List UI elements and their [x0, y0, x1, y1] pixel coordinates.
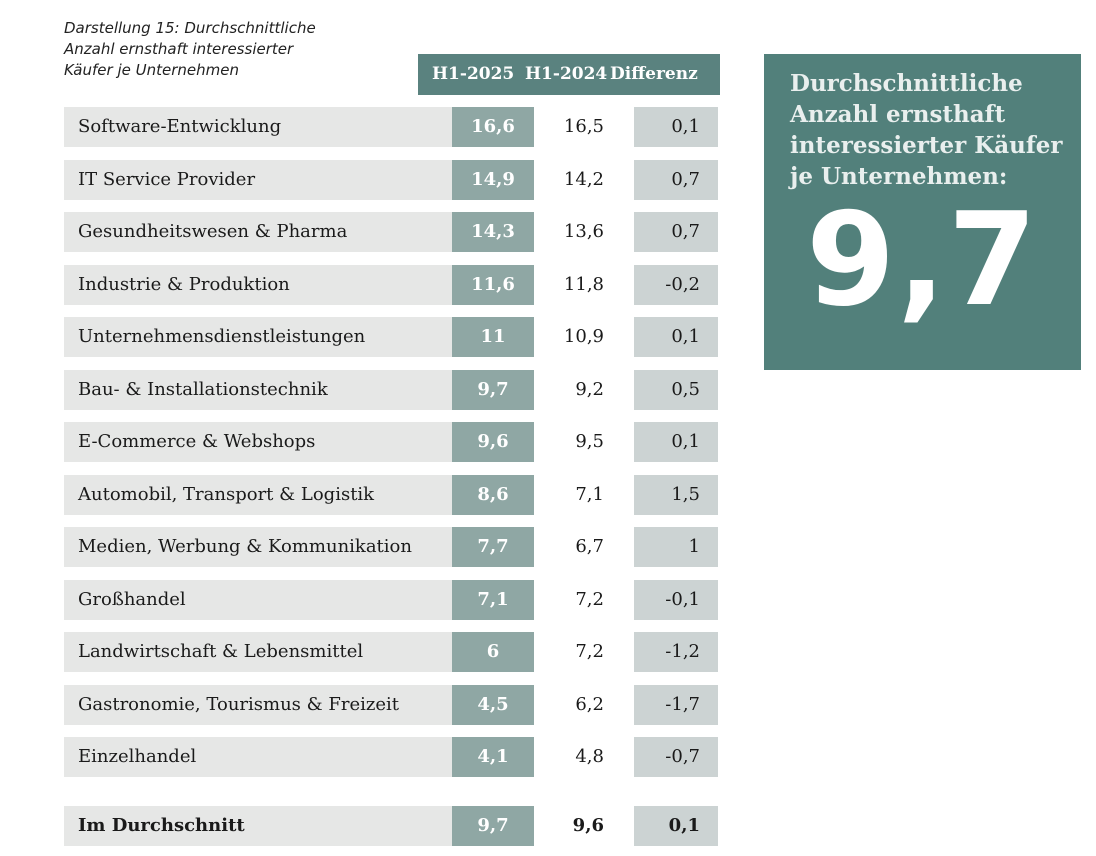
cell-h2024: 7,1: [534, 475, 630, 515]
cell-differenz: -1,2: [634, 632, 718, 672]
row-label: Gastronomie, Tourismus & Freizeit: [64, 685, 452, 725]
cell-h2024: 4,8: [534, 737, 630, 777]
cell-h2025: 4,1: [452, 737, 534, 777]
table-row: Unternehmensdienstleistungen 11 10,9 0,1: [64, 317, 718, 357]
cell-h2025: 11: [452, 317, 534, 357]
summary-text: Durchschnittliche Anzahl ernsthaft inter…: [790, 68, 1080, 192]
row-label: Bau- & Installationstechnik: [64, 370, 452, 410]
row-label: Einzelhandel: [64, 737, 452, 777]
cell-differenz: 0,5: [634, 370, 718, 410]
cell-differenz: 0,7: [634, 160, 718, 200]
table-row: Gesundheitswesen & Pharma 14,3 13,6 0,7: [64, 212, 718, 252]
caption-line: Käufer je Unternehmen: [64, 61, 239, 79]
row-label: Großhandel: [64, 580, 452, 620]
row-label: E-Commerce & Webshops: [64, 422, 452, 462]
row-label: Landwirtschaft & Lebensmittel: [64, 632, 452, 672]
table-row: Großhandel 7,1 7,2 -0,1: [64, 580, 718, 620]
cell-h2024: 6,2: [534, 685, 630, 725]
table-row: Medien, Werbung & Kommunikation 7,7 6,7 1: [64, 527, 718, 567]
header-differenz: Differenz: [610, 64, 698, 84]
table-row: IT Service Provider 14,9 14,2 0,7: [64, 160, 718, 200]
cell-differenz: 0,1: [634, 317, 718, 357]
table-row: Einzelhandel 4,1 4,8 -0,7: [64, 737, 718, 777]
row-label: Software-Entwicklung: [64, 107, 452, 147]
cell-h2024: 14,2: [534, 160, 630, 200]
cell-differenz: 0,1: [634, 107, 718, 147]
table-row: Automobil, Transport & Logistik 8,6 7,1 1,5: [64, 475, 718, 515]
table-row: E-Commerce & Webshops 9,6 9,5 0,1: [64, 422, 718, 462]
caption-line: Darstellung 15: Durchschnittliche: [64, 19, 316, 37]
cell-differenz: 1,5: [634, 475, 718, 515]
header-h2025: H1-2025: [432, 64, 515, 84]
cell-h2025: 14,3: [452, 212, 534, 252]
cell-h2025: 14,9: [452, 160, 534, 200]
cell-h2024: 6,7: [534, 527, 630, 567]
summary-text-line: Durchschnittliche: [790, 70, 1023, 97]
row-label: Automobil, Transport & Logistik: [64, 475, 452, 515]
cell-differenz: 1: [634, 527, 718, 567]
cell-h2024: 16,5: [534, 107, 630, 147]
table-row: Landwirtschaft & Lebensmittel 6 7,2 -1,2: [64, 632, 718, 672]
cell-h2024: 10,9: [534, 317, 630, 357]
cell-h2024: 11,8: [534, 265, 630, 305]
cell-differenz: -0,2: [634, 265, 718, 305]
cell-h2024: 7,2: [534, 580, 630, 620]
summary-text-line: Anzahl ernsthaft: [790, 101, 1006, 128]
summary-text-line: interessierter Käufer: [790, 132, 1063, 159]
summary-box: Durchschnittliche Anzahl ernsthaft inter…: [764, 54, 1081, 370]
cell-h2025: 9,7: [452, 806, 534, 846]
cell-differenz: -1,7: [634, 685, 718, 725]
header-h2024: H1-2024: [525, 64, 608, 84]
chart-caption: Darstellung 15: Durchschnittliche Anzahl…: [64, 18, 384, 81]
table-row: Bau- & Installationstechnik 9,7 9,2 0,5: [64, 370, 718, 410]
cell-differenz: 0,7: [634, 212, 718, 252]
cell-h2025: 8,6: [452, 475, 534, 515]
cell-h2024: 9,6: [534, 806, 630, 846]
cell-differenz: -0,7: [634, 737, 718, 777]
table-row: Industrie & Produktion 11,6 11,8 -0,2: [64, 265, 718, 305]
cell-h2025: 7,7: [452, 527, 534, 567]
caption-line: Anzahl ernsthaft interessierter: [64, 40, 294, 58]
row-label: Industrie & Produktion: [64, 265, 452, 305]
row-label: Medien, Werbung & Kommunikation: [64, 527, 452, 567]
cell-h2025: 9,6: [452, 422, 534, 462]
cell-differenz: -0,1: [634, 580, 718, 620]
row-label: IT Service Provider: [64, 160, 452, 200]
cell-h2024: 7,2: [534, 632, 630, 672]
cell-h2025: 4,5: [452, 685, 534, 725]
cell-h2025: 6: [452, 632, 534, 672]
table-row: Software-Entwicklung 16,6 16,5 0,1: [64, 107, 718, 147]
summary-value: 9,7: [806, 186, 1039, 335]
cell-differenz: 0,1: [634, 806, 718, 846]
cell-h2025: 7,1: [452, 580, 534, 620]
cell-h2025: 16,6: [452, 107, 534, 147]
row-label: Gesundheitswesen & Pharma: [64, 212, 452, 252]
cell-h2025: 11,6: [452, 265, 534, 305]
row-label: Im Durchschnitt: [64, 806, 452, 846]
table-header: H1-2025 H1-2024 Differenz: [418, 54, 720, 95]
row-label: Unternehmensdienstleistungen: [64, 317, 452, 357]
cell-h2024: 13,6: [534, 212, 630, 252]
cell-differenz: 0,1: [634, 422, 718, 462]
cell-h2024: 9,2: [534, 370, 630, 410]
summary-text-line: je Unternehmen:: [790, 163, 1008, 190]
table-row-total: Im Durchschnitt 9,7 9,6 0,1: [64, 806, 718, 846]
cell-h2024: 9,5: [534, 422, 630, 462]
cell-h2025: 9,7: [452, 370, 534, 410]
table-row: Gastronomie, Tourismus & Freizeit 4,5 6,2-…: [64, 685, 718, 725]
